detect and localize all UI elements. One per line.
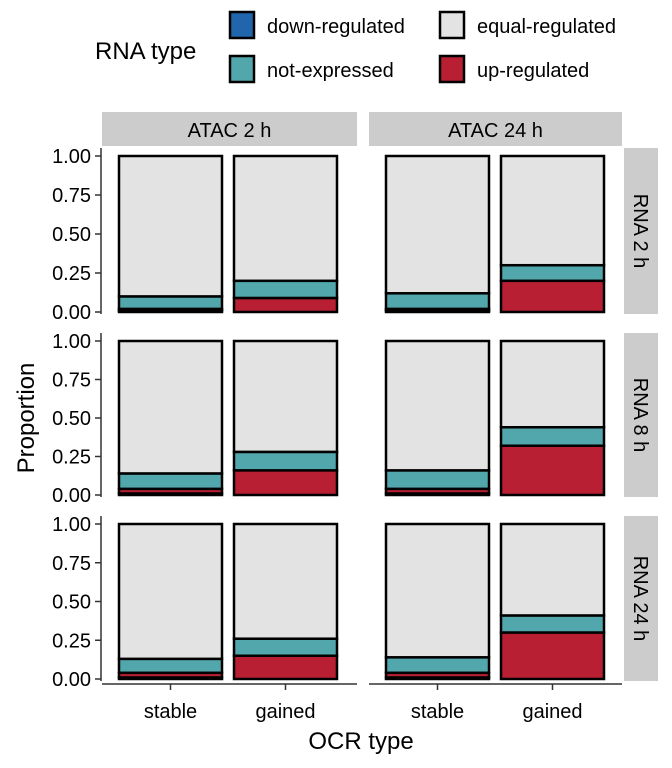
legend-label-up-regulated: up-regulated	[477, 60, 589, 82]
bar-segment-gained-not-expressed	[232, 450, 339, 472]
bar-segment-gained-not-expressed	[232, 279, 339, 300]
bar-segment-gained-not-expressed	[499, 263, 606, 283]
legend-swatch-up-regulated	[438, 54, 466, 84]
panel-rna-8-h-atac-2-h	[117, 339, 339, 497]
row-strip-label-rna-8-h: RNA 8 h	[629, 378, 651, 452]
bar-segment-stable-equal-regulated	[384, 522, 491, 659]
y-tick-label: 0.75	[52, 370, 91, 392]
col-strip-label-atac-24-h: ATAC 24 h	[448, 120, 543, 142]
y-tick-label: 1.00	[52, 514, 91, 536]
legend-swatch-not-expressed	[228, 54, 256, 84]
panel-rna-24-h-atac-2-h	[117, 522, 339, 681]
bar-segment-gained-up-regulated	[499, 631, 606, 681]
row-strip-label-rna-2-h: RNA 2 h	[629, 194, 651, 268]
bar-segment-gained-up-regulated	[499, 444, 606, 497]
bar-segment-gained-up-regulated	[232, 469, 339, 497]
x-tick-label-stable: stable	[144, 701, 197, 723]
bar-segment-gained-up-regulated	[499, 279, 606, 314]
bar-segment-stable-not-expressed	[117, 657, 224, 675]
bar-segment-stable-equal-regulated	[384, 154, 491, 295]
bar-segment-stable-not-expressed	[117, 295, 224, 311]
bar-segment-stable-equal-regulated	[117, 522, 224, 661]
bar-segment-gained-up-regulated	[232, 654, 339, 681]
y-tick-label: 0.25	[52, 263, 91, 285]
bar-segment-gained-equal-regulated	[232, 154, 339, 283]
bar-segment-stable-not-expressed	[384, 469, 491, 491]
row-strip-label-rna-24-h: RNA 24 h	[629, 556, 651, 642]
panel-rna-2-h-atac-24-h	[384, 154, 606, 314]
row-strip-rna-2-h	[624, 148, 658, 314]
y-tick-label: 0.00	[52, 485, 91, 507]
col-strip-atac-2-h	[102, 112, 357, 146]
bar-segment-gained-up-regulated	[232, 296, 339, 314]
y-tick-label: 0.75	[52, 553, 91, 575]
col-strip-atac-24-h	[369, 112, 622, 146]
bar-segment-gained-not-expressed	[499, 425, 606, 447]
x-axis-title: OCR type	[308, 728, 413, 755]
legend-label-equal-regulated: equal-regulated	[477, 16, 616, 38]
x-tick-label-gained: gained	[255, 701, 315, 723]
bar-segment-gained-equal-regulated	[499, 522, 606, 617]
legend-swatch-down-regulated	[228, 10, 256, 40]
y-tick-label: 0.25	[52, 447, 91, 469]
bar-segment-stable-not-expressed	[384, 292, 491, 311]
bar-segment-gained-equal-regulated	[232, 339, 339, 454]
y-tick-label: 1.00	[52, 146, 91, 168]
x-tick-label-stable: stable	[411, 701, 464, 723]
facet-panels	[117, 154, 606, 681]
y-tick-label: 0.25	[52, 630, 91, 652]
x-tick-label-gained: gained	[522, 701, 582, 723]
bar-segment-gained-not-expressed	[232, 637, 339, 658]
legend-label-down-regulated: down-regulated	[267, 16, 405, 38]
legend-title: RNA type	[95, 38, 196, 65]
col-strip-label-atac-2-h: ATAC 2 h	[188, 120, 272, 142]
row-strip-rna-8-h	[624, 333, 658, 497]
bar-segment-stable-not-expressed	[384, 656, 491, 675]
bar-segment-stable-equal-regulated	[117, 339, 224, 475]
bar-segment-stable-not-expressed	[117, 472, 224, 491]
y-axis-title: Proportion	[13, 363, 40, 474]
y-tick-label: 0.50	[52, 408, 91, 430]
legend: RNA type down-regulated equal-regulated no…	[95, 10, 616, 84]
bar-segment-stable-equal-regulated	[117, 154, 224, 298]
y-tick-label: 1.00	[52, 331, 91, 353]
y-tick-label: 0.75	[52, 185, 91, 207]
legend-label-not-expressed: not-expressed	[267, 60, 394, 82]
panel-rna-24-h-atac-24-h	[384, 522, 606, 681]
bar-segment-gained-not-expressed	[499, 614, 606, 634]
facet-strips: ATAC 2 h ATAC 24 h RNA 2 h RNA 8 h RNA 24 h	[102, 112, 658, 681]
y-tick-label: 0.00	[52, 669, 91, 691]
panel-rna-8-h-atac-24-h	[384, 339, 606, 497]
panel-rna-2-h-atac-2-h	[117, 154, 339, 314]
bar-segment-gained-equal-regulated	[499, 339, 606, 429]
bar-segment-gained-equal-regulated	[499, 154, 606, 267]
row-strip-rna-24-h	[624, 516, 658, 681]
axes: 0.00 0.25 0.50 0.75 1.00 0.00 0.25 0.50 0.75 1.00…	[52, 146, 622, 723]
y-tick-label: 0.00	[52, 302, 91, 324]
y-tick-label: 0.50	[52, 592, 91, 614]
legend-swatch-equal-regulated	[438, 10, 466, 40]
bar-segment-stable-equal-regulated	[384, 339, 491, 472]
bar-segment-gained-equal-regulated	[232, 522, 339, 640]
y-tick-label: 0.50	[52, 224, 91, 246]
